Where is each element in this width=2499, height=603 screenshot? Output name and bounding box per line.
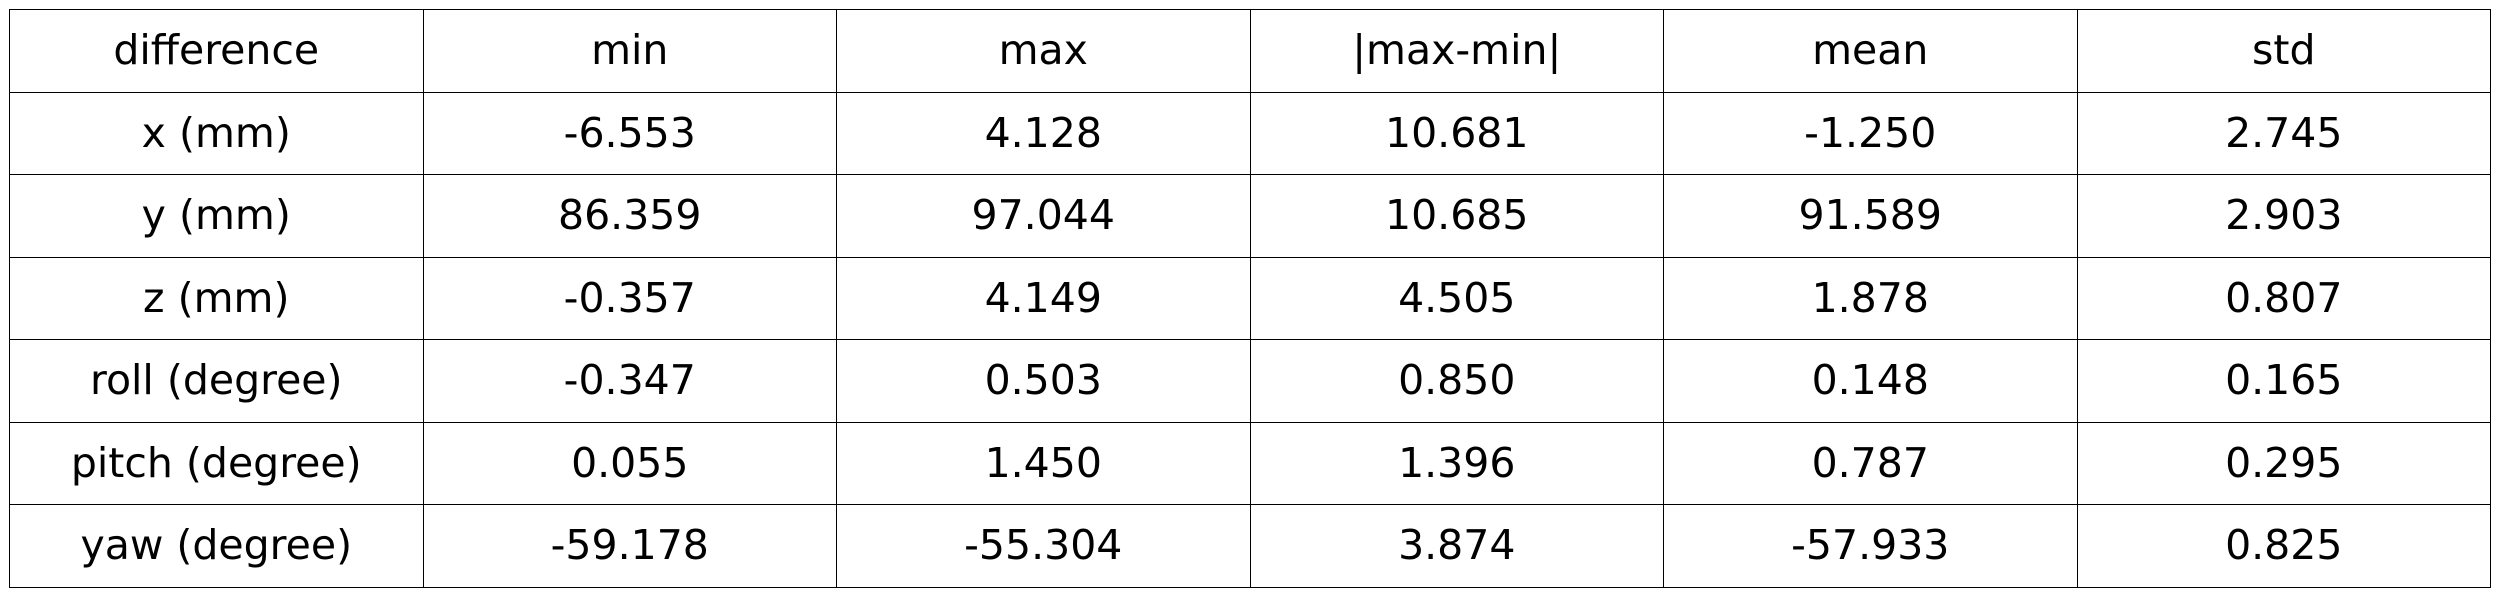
value-cell-range: 10.681 xyxy=(1249,91,1664,175)
value-cell-std: 0.825 xyxy=(2076,504,2491,588)
header-cell-mean: mean xyxy=(1663,9,2078,93)
value-cell-range: 4.505 xyxy=(1249,256,1664,340)
value-cell-min: -6.553 xyxy=(422,91,837,175)
data-table-container: difference min max |max-min| mean std x … xyxy=(9,9,2491,588)
value-cell-mean: 0.148 xyxy=(1663,339,2078,423)
value-cell-std: 0.295 xyxy=(2076,421,2491,505)
table-row-x: x (mm) -6.553 4.128 10.681 -1.250 2.745 xyxy=(9,91,2491,175)
value-cell-max: -55.304 xyxy=(836,504,1251,588)
table-row-yaw: yaw (degree) -59.178 -55.304 3.874 -57.9… xyxy=(9,504,2491,588)
value-cell-range: 0.850 xyxy=(1249,339,1664,423)
value-cell-mean: 0.787 xyxy=(1663,421,2078,505)
row-label-cell: x (mm) xyxy=(9,91,424,175)
value-cell-range: 1.396 xyxy=(1249,421,1664,505)
value-cell-range: 3.874 xyxy=(1249,504,1664,588)
value-cell-mean: 1.878 xyxy=(1663,256,2078,340)
value-cell-min: 86.359 xyxy=(422,174,837,258)
value-cell-std: 0.807 xyxy=(2076,256,2491,340)
value-cell-range: 10.685 xyxy=(1249,174,1664,258)
difference-stats-table: difference min max |max-min| mean std x … xyxy=(9,9,2491,588)
table-row-pitch: pitch (degree) 0.055 1.450 1.396 0.787 0… xyxy=(9,421,2491,505)
row-label-cell: roll (degree) xyxy=(9,339,424,423)
table-row-roll: roll (degree) -0.347 0.503 0.850 0.148 0… xyxy=(9,339,2491,423)
value-cell-min: -0.357 xyxy=(422,256,837,340)
row-label-cell: yaw (degree) xyxy=(9,504,424,588)
value-cell-std: 2.903 xyxy=(2076,174,2491,258)
header-cell-difference: difference xyxy=(9,9,424,93)
value-cell-max: 4.149 xyxy=(836,256,1251,340)
value-cell-min: -0.347 xyxy=(422,339,837,423)
header-cell-std: std xyxy=(2076,9,2491,93)
header-cell-range: |max-min| xyxy=(1249,9,1664,93)
value-cell-mean: -57.933 xyxy=(1663,504,2078,588)
value-cell-max: 97.044 xyxy=(836,174,1251,258)
header-row: difference min max |max-min| mean std xyxy=(9,9,2491,93)
value-cell-max: 0.503 xyxy=(836,339,1251,423)
table-row-z: z (mm) -0.357 4.149 4.505 1.878 0.807 xyxy=(9,256,2491,340)
row-label-cell: pitch (degree) xyxy=(9,421,424,505)
header-cell-min: min xyxy=(422,9,837,93)
value-cell-mean: 91.589 xyxy=(1663,174,2078,258)
header-cell-max: max xyxy=(836,9,1251,93)
value-cell-std: 0.165 xyxy=(2076,339,2491,423)
value-cell-max: 4.128 xyxy=(836,91,1251,175)
row-label-cell: y (mm) xyxy=(9,174,424,258)
value-cell-max: 1.450 xyxy=(836,421,1251,505)
value-cell-std: 2.745 xyxy=(2076,91,2491,175)
value-cell-min: -59.178 xyxy=(422,504,837,588)
table-row-y: y (mm) 86.359 97.044 10.685 91.589 2.903 xyxy=(9,174,2491,258)
value-cell-mean: -1.250 xyxy=(1663,91,2078,175)
value-cell-min: 0.055 xyxy=(422,421,837,505)
row-label-cell: z (mm) xyxy=(9,256,424,340)
